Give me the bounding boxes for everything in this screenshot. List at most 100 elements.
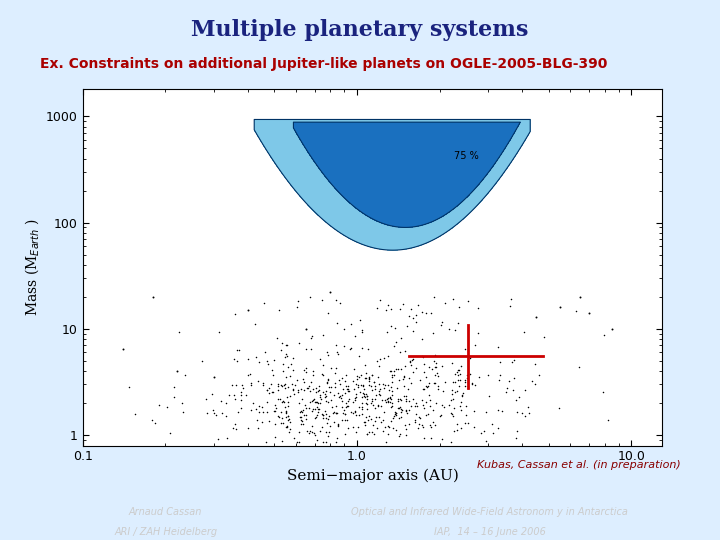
Point: [410, 418, 421, 427]
Point: [352, 382, 364, 391]
Point: [258, 379, 269, 387]
Point: [279, 402, 291, 411]
Point: [390, 364, 402, 373]
Point: [342, 387, 354, 395]
Point: [423, 391, 435, 400]
Point: [345, 343, 356, 352]
Point: [554, 303, 566, 312]
Point: [460, 411, 472, 420]
Point: [454, 369, 466, 378]
Point: [429, 370, 441, 379]
Point: [529, 360, 541, 368]
Point: [400, 407, 411, 416]
Point: [296, 395, 307, 403]
Point: [472, 329, 483, 338]
Point: [356, 402, 368, 411]
Point: [431, 362, 442, 371]
Point: [400, 431, 412, 440]
Point: [250, 405, 261, 414]
Point: [301, 368, 312, 376]
Point: [574, 363, 585, 372]
Point: [371, 424, 382, 433]
Point: [228, 355, 239, 363]
Point: [405, 304, 417, 313]
Point: [263, 417, 274, 426]
Point: [359, 390, 370, 399]
Point: [395, 405, 407, 414]
Point: [301, 414, 312, 423]
Point: [388, 411, 400, 420]
Point: [360, 373, 372, 382]
Point: [197, 356, 208, 365]
Point: [379, 422, 390, 431]
Point: [328, 390, 339, 399]
Point: [507, 386, 518, 395]
Point: [259, 347, 271, 356]
Point: [366, 381, 377, 390]
Point: [432, 382, 444, 390]
Point: [369, 377, 380, 386]
Point: [451, 419, 463, 428]
Point: [278, 419, 289, 428]
Point: [302, 427, 313, 435]
Point: [307, 406, 318, 415]
Point: [227, 423, 238, 432]
Point: [276, 346, 287, 354]
Point: [355, 381, 366, 390]
Point: [389, 371, 400, 380]
Point: [464, 354, 475, 363]
Point: [171, 367, 182, 375]
Point: [261, 386, 273, 395]
Point: [358, 381, 369, 389]
Point: [437, 318, 449, 326]
Point: [482, 370, 494, 379]
Point: [305, 333, 317, 342]
Point: [287, 366, 298, 374]
Point: [410, 401, 422, 410]
Point: [320, 396, 332, 405]
Text: Optical and Infrared Wide-Field Astronom y in Antarctica: Optical and Infrared Wide-Field Astronom…: [351, 507, 628, 517]
Point: [392, 364, 404, 373]
Point: [328, 409, 339, 417]
Point: [283, 363, 294, 372]
Point: [381, 398, 392, 407]
Point: [456, 362, 467, 370]
Point: [397, 375, 408, 383]
Point: [311, 436, 323, 444]
Point: [342, 382, 354, 390]
Point: [329, 379, 341, 388]
Point: [348, 332, 360, 341]
Point: [288, 389, 300, 398]
Point: [330, 319, 342, 328]
Point: [242, 306, 253, 314]
Point: [350, 390, 361, 399]
Point: [518, 327, 530, 336]
Point: [317, 388, 328, 396]
Point: [325, 363, 337, 372]
Point: [449, 388, 461, 396]
Point: [294, 413, 306, 422]
Point: [385, 321, 397, 330]
Point: [320, 407, 331, 416]
Point: [379, 381, 390, 390]
Point: [123, 383, 135, 391]
Point: [570, 306, 582, 315]
Point: [467, 380, 478, 388]
Point: [325, 396, 337, 404]
Point: [382, 397, 394, 406]
Point: [446, 385, 457, 394]
Point: [390, 408, 402, 417]
Point: [282, 415, 294, 424]
Point: [413, 420, 424, 428]
Point: [330, 402, 341, 410]
Point: [436, 434, 448, 443]
Point: [284, 428, 295, 436]
Point: [372, 401, 384, 410]
Point: [315, 399, 326, 408]
Point: [303, 429, 315, 437]
Point: [361, 400, 373, 408]
Point: [323, 432, 334, 441]
Point: [359, 393, 371, 402]
Point: [265, 380, 276, 388]
Text: Kubas, Cassan et al. (in preparation): Kubas, Cassan et al. (in preparation): [477, 460, 680, 470]
